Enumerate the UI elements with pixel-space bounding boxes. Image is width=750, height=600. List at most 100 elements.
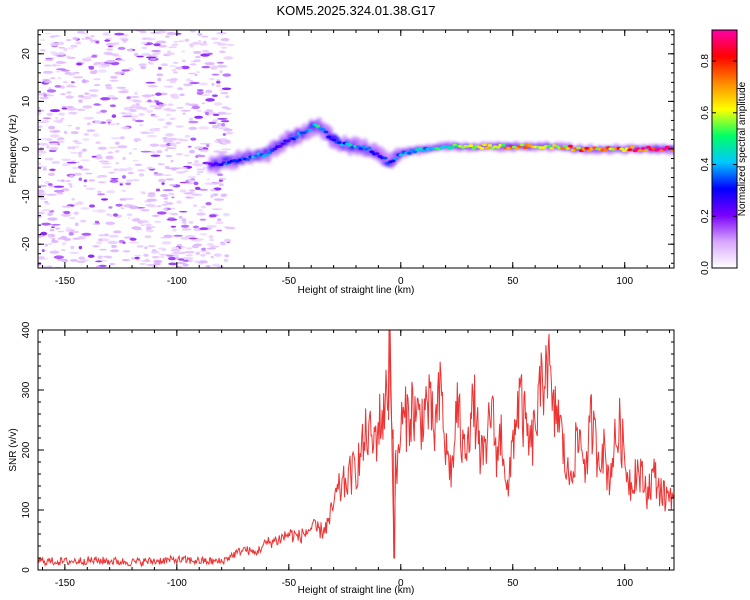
- noise-blob: [96, 176, 104, 179]
- noise-blob: [44, 200, 49, 204]
- noise-blob: [69, 174, 74, 179]
- ridge-peak: [565, 147, 571, 150]
- noise-blob: [199, 188, 209, 191]
- noise-blob: [60, 235, 68, 239]
- noise-blob: [41, 222, 51, 226]
- noise-blob: [153, 259, 163, 263]
- noise-blob: [217, 126, 228, 129]
- noise-blob: [217, 218, 222, 222]
- noise-blob: [191, 105, 200, 110]
- noise-blob: [219, 89, 223, 92]
- noise-blob: [86, 122, 91, 126]
- noise-blob: [88, 66, 95, 70]
- noise-blob: [146, 229, 154, 233]
- noise-blob: [191, 244, 199, 249]
- ridge-peak: [546, 144, 552, 148]
- noise-blob: [168, 192, 175, 196]
- y-tick-label: -10: [21, 189, 32, 204]
- noise-blob: [106, 48, 114, 51]
- noise-blob: [184, 250, 195, 254]
- colorbar-tick-label: 0.0: [700, 261, 711, 275]
- noise-blob: [38, 125, 43, 128]
- noise-blob: [76, 62, 83, 66]
- noise-blob: [179, 93, 185, 97]
- ridge-peak: [603, 148, 608, 152]
- ridge-peak: [549, 146, 555, 150]
- noise-blob: [140, 65, 147, 70]
- noise-blob: [88, 179, 96, 182]
- noise-blob: [44, 32, 51, 35]
- noise-blob: [141, 94, 150, 97]
- noise-blob: [110, 75, 118, 80]
- noise-blob: [129, 108, 137, 113]
- snr-x-ticks: -150 -100 -50 0 50 100: [41, 330, 671, 589]
- noise-blob: [183, 84, 193, 86]
- noise-blob: [153, 262, 162, 266]
- noise-blob: [206, 178, 211, 181]
- ridge-peak: [331, 138, 337, 142]
- noise-blob: [108, 206, 113, 209]
- x-tick-label: 50: [507, 578, 519, 589]
- noise-blob: [205, 202, 212, 206]
- noise-blob: [223, 212, 230, 217]
- noise-blob: [216, 122, 222, 127]
- noise-blob: [67, 72, 76, 76]
- noise-blob: [144, 235, 152, 239]
- noise-blob: [58, 46, 66, 49]
- noise-blob: [143, 253, 149, 257]
- noise-blob: [122, 34, 129, 37]
- noise-blob: [118, 90, 129, 94]
- noise-blob: [140, 259, 152, 262]
- x-tick-label: 0: [398, 578, 404, 589]
- noise-blob: [125, 112, 133, 116]
- noise-blob: [194, 238, 205, 241]
- noise-blob: [134, 52, 139, 57]
- noise-blob: [72, 76, 84, 79]
- noise-blob: [133, 254, 142, 257]
- noise-blob: [78, 154, 82, 158]
- noise-blob: [223, 56, 233, 60]
- ridge-peak: [320, 128, 326, 131]
- noise-blob: [68, 232, 74, 236]
- noise-blob: [182, 263, 189, 267]
- noise-blob: [80, 159, 91, 162]
- noise-blob: [162, 125, 168, 129]
- noise-blob: [147, 194, 156, 197]
- noise-blob: [38, 256, 45, 260]
- noise-blob: [168, 184, 177, 187]
- snr-peak: [387, 330, 397, 559]
- noise-blob: [210, 194, 214, 198]
- noise-blob: [128, 205, 139, 210]
- noise-blob: [194, 55, 201, 59]
- noise-blob: [70, 245, 74, 250]
- noise-blob: [51, 143, 60, 145]
- noise-blob: [184, 134, 191, 138]
- noise-blob: [119, 198, 127, 201]
- noise-blob: [158, 44, 168, 48]
- ridge-peak: [646, 145, 651, 149]
- ridge-peak: [662, 147, 667, 151]
- noise-blob: [170, 225, 177, 228]
- noise-blob: [43, 94, 48, 97]
- noise-blob: [147, 245, 156, 248]
- noise-blob: [194, 74, 198, 76]
- colorbar-gradient: [712, 30, 737, 268]
- noise-blob: [101, 162, 111, 165]
- noise-blob: [209, 214, 217, 218]
- noise-blob: [187, 145, 192, 148]
- noise-blob: [188, 72, 196, 75]
- noise-blob: [181, 50, 186, 53]
- noise-blob: [45, 202, 50, 205]
- noise-blob: [194, 260, 199, 264]
- noise-blob: [122, 241, 126, 244]
- noise-blob: [66, 91, 72, 94]
- noise-blob: [90, 35, 95, 38]
- heatmap-x-ticks: -150 -100 -50 0 50 100: [41, 30, 671, 287]
- noise-blob: [146, 198, 158, 202]
- noise-blob: [163, 174, 172, 176]
- noise-blob: [50, 223, 61, 226]
- noise-blob: [182, 112, 186, 115]
- noise-blob: [180, 109, 191, 112]
- ridge-peak: [584, 146, 590, 150]
- noise-blob: [176, 171, 186, 174]
